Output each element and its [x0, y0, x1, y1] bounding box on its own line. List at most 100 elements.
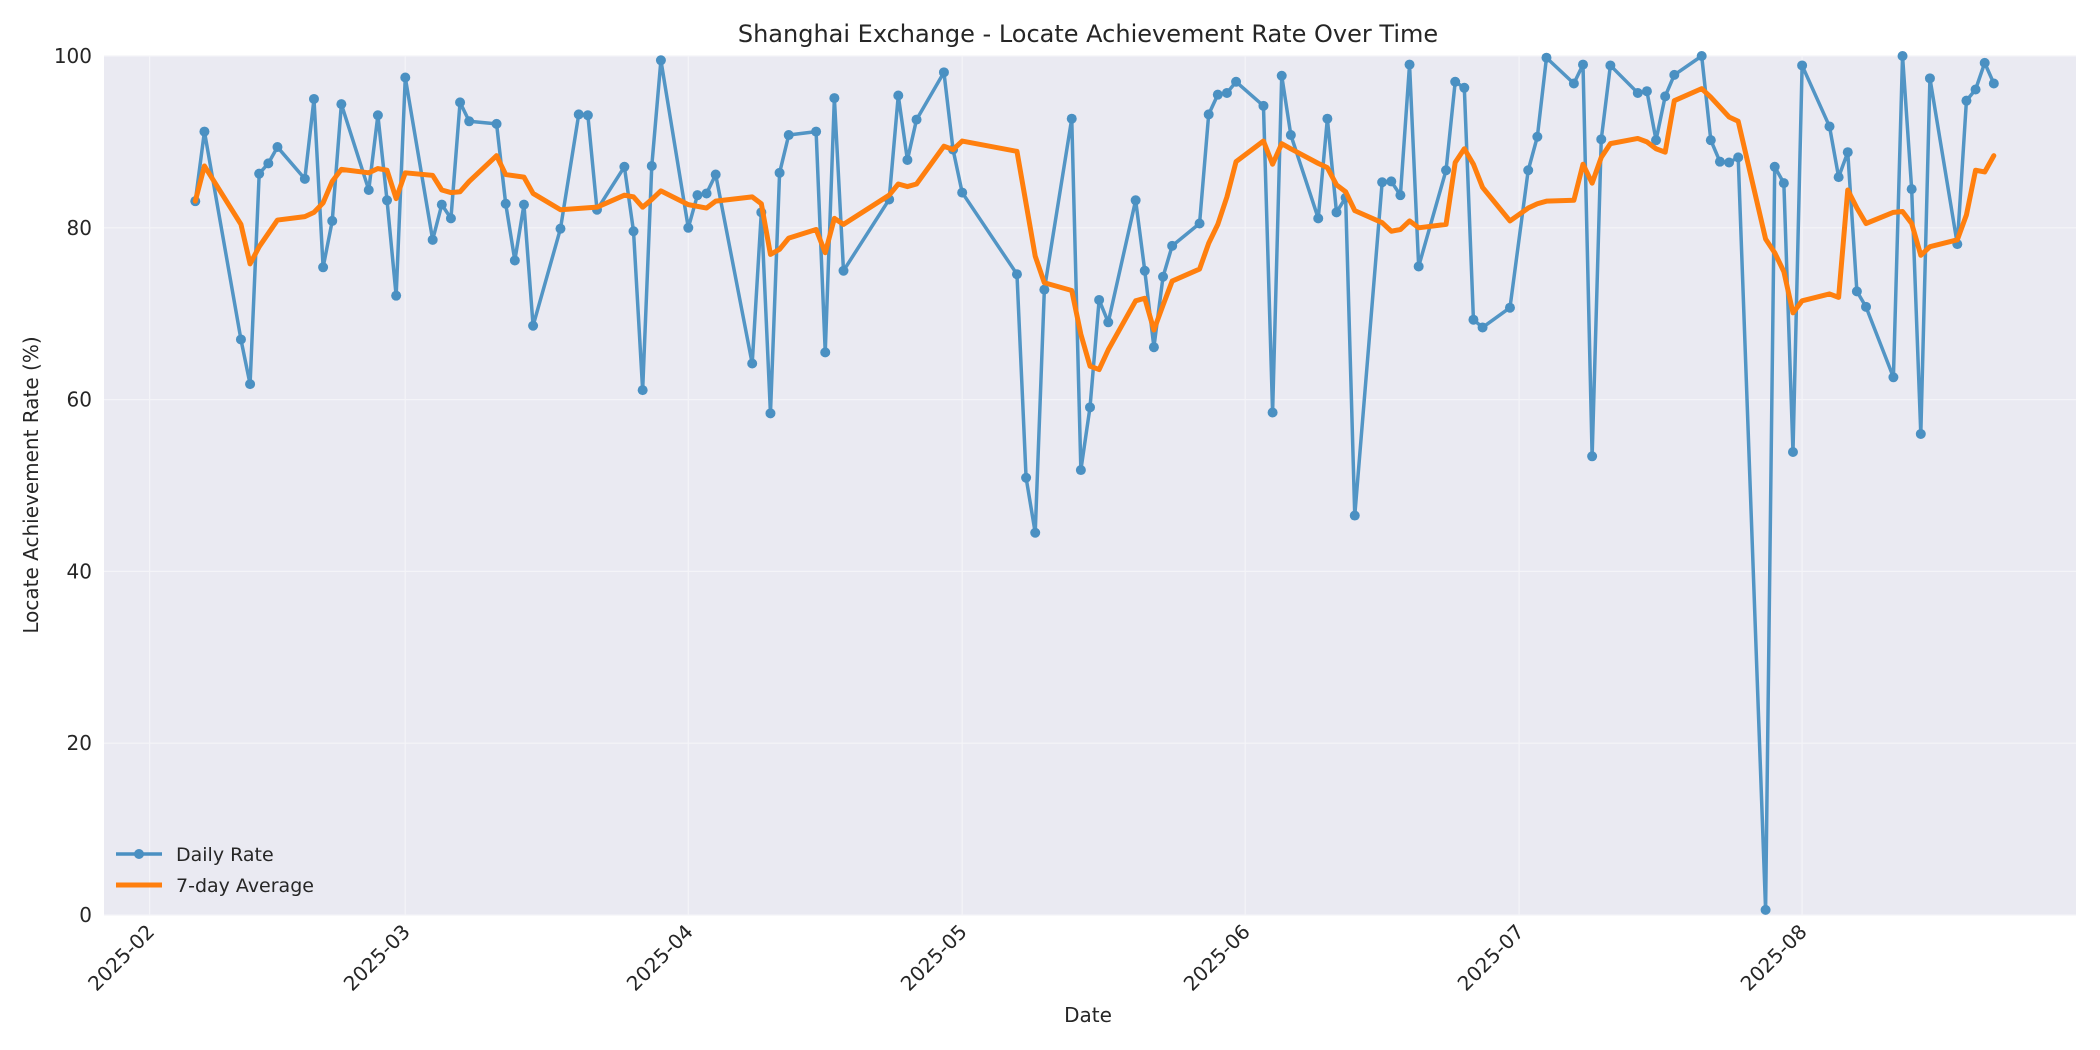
data-point: [829, 93, 840, 104]
data-point: [1021, 472, 1032, 483]
data-point: [1139, 265, 1150, 276]
data-point: [1386, 176, 1397, 187]
data-point: [509, 255, 520, 266]
data-point: [747, 358, 758, 369]
data-point: [1477, 322, 1488, 333]
data-point: [555, 223, 566, 234]
data-point: [1322, 113, 1333, 124]
data-point: [811, 126, 822, 137]
data-point: [1897, 51, 1908, 61]
data-point: [272, 142, 283, 153]
data-point: [1906, 184, 1917, 195]
data-point: [1158, 271, 1169, 282]
data-point: [1504, 302, 1515, 313]
data-point: [1285, 130, 1296, 141]
data-point: [1258, 100, 1269, 111]
data-point: [199, 126, 210, 137]
data-point: [1724, 157, 1735, 168]
data-point: [1797, 60, 1808, 71]
data-point: [911, 114, 922, 125]
data-point: [336, 99, 347, 110]
data-point: [701, 188, 712, 199]
data-point: [1660, 91, 1671, 102]
y-tick-label: 100: [54, 44, 92, 68]
data-point: [1276, 70, 1287, 81]
data-point: [1578, 59, 1588, 70]
data-point: [263, 158, 274, 169]
data-point: [1468, 314, 1479, 325]
data-point: [1441, 165, 1452, 176]
data-point: [491, 118, 502, 129]
data-point: [1413, 261, 1424, 272]
data-point: [1888, 372, 1899, 383]
legend-daily-rate-marker: [134, 849, 144, 859]
data-point: [1313, 213, 1324, 224]
data-point: [1833, 172, 1844, 183]
data-point: [1523, 165, 1534, 176]
data-point: [1030, 527, 1041, 538]
data-point: [1103, 317, 1114, 328]
data-point: [1861, 301, 1872, 312]
data-point: [1194, 218, 1205, 229]
data-point: [464, 116, 475, 127]
data-point: [1331, 207, 1342, 218]
y-tick-label: 80: [67, 216, 92, 240]
data-point: [1842, 147, 1853, 158]
data-point: [1787, 447, 1798, 457]
data-point: [327, 215, 338, 226]
series-7-day-average: [192, 86, 1997, 373]
data-point: [1760, 904, 1771, 915]
data-point: [1231, 76, 1242, 87]
y-tick-label: 40: [67, 559, 92, 583]
data-point: [245, 379, 256, 390]
data-point: [382, 195, 393, 206]
data-point: [1769, 161, 1780, 172]
data-point: [500, 198, 511, 209]
data-point: [1851, 286, 1862, 297]
data-point: [1450, 76, 1461, 87]
y-axis: 0 20 40 60 80 100: [54, 44, 92, 927]
data-point: [1349, 510, 1360, 521]
data-point: [628, 226, 639, 237]
x-axis-label: Date: [1064, 1003, 1112, 1027]
data-point: [1011, 269, 1022, 280]
data-point: [518, 199, 529, 210]
data-point: [646, 160, 657, 171]
data-point: [1596, 134, 1607, 145]
data-point: [308, 93, 319, 104]
data-point: [436, 199, 447, 210]
data-point: [1267, 407, 1278, 418]
data-point: [318, 262, 329, 273]
legend: Daily Rate 7-day Average: [116, 844, 314, 897]
data-point: [1221, 87, 1232, 98]
data-point: [1605, 60, 1616, 71]
data-point: [1130, 195, 1141, 206]
data-point: [838, 265, 849, 276]
data-point: [774, 167, 785, 178]
data-point: [254, 168, 265, 179]
y-tick-label: 20: [67, 731, 92, 755]
data-point: [1651, 135, 1662, 146]
data-point: [1696, 51, 1707, 61]
data-point: [1705, 135, 1716, 146]
data-point: [1203, 109, 1214, 120]
chart-title: Shanghai Exchange - Locate Achievement R…: [738, 20, 1438, 48]
data-point: [400, 72, 411, 83]
data-point: [1778, 178, 1789, 189]
data-point: [1541, 52, 1552, 63]
data-point: [637, 385, 648, 396]
data-point: [1733, 152, 1744, 163]
7-day-average-line: [192, 86, 1997, 373]
data-point: [1075, 465, 1086, 476]
data-point: [1669, 69, 1680, 80]
y-tick-label: 0: [79, 903, 92, 927]
data-point: [363, 185, 374, 195]
data-point: [710, 169, 721, 180]
y-axis-label: Locate Achievement Rate (%): [19, 336, 43, 633]
data-point: [1039, 284, 1050, 295]
data-point: [1961, 95, 1972, 106]
data-point: [372, 110, 383, 121]
data-point: [582, 110, 593, 121]
data-point: [573, 109, 584, 120]
